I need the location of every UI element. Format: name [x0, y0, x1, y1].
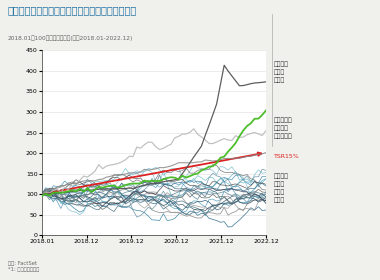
Text: TSR15%: TSR15%	[274, 154, 299, 159]
Text: 投資対象
として
魅力的: 投資対象 として 魅力的	[274, 62, 288, 83]
Text: 2018.01を100とした株価推移(倍、2018.01-2022.12): 2018.01を100とした株価推移(倍、2018.01-2022.12)	[8, 35, 133, 41]
Text: 国内上場製薬企業とグローバルトップの株価推移: 国内上場製薬企業とグローバルトップの株価推移	[8, 6, 137, 16]
Text: 出所: FactSet
*1: 加重平均で算出: 出所: FactSet *1: 加重平均で算出	[8, 261, 39, 272]
Text: グローバル
トップの
加重平均値: グローバル トップの 加重平均値	[274, 118, 292, 139]
Text: 投資対象
として
魅力的
でない: 投資対象 として 魅力的 でない	[274, 174, 288, 203]
